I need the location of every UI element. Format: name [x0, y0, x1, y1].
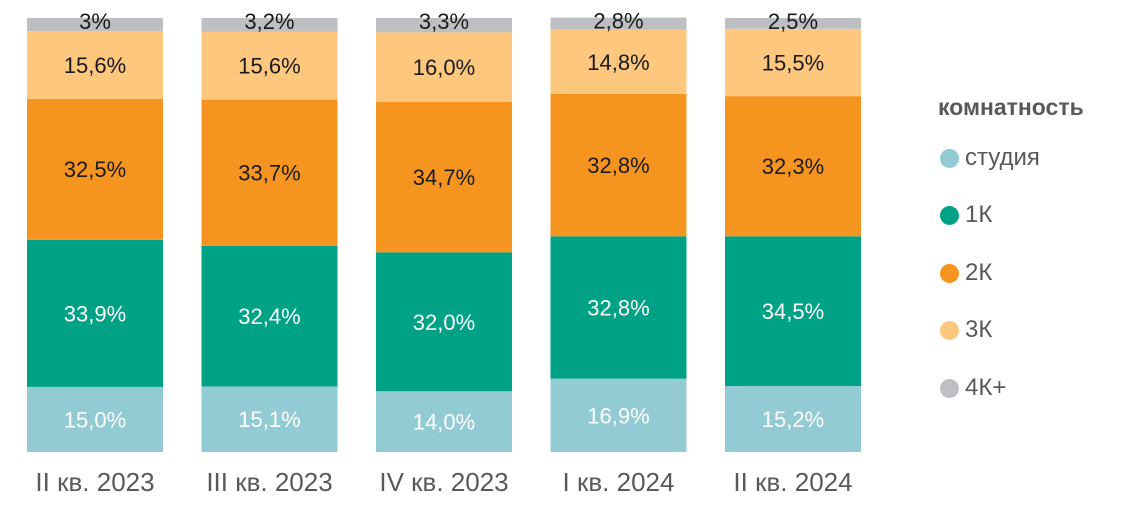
- data-label-1k-4: 32,8%: [587, 295, 649, 320]
- bar-segment-3k-1[interactable]: [27, 31, 163, 99]
- data-label-4k-plus-5: 2,5%: [768, 9, 818, 34]
- bar-segment-3k-3[interactable]: [376, 32, 512, 102]
- bar-segment-1k-3[interactable]: [376, 252, 512, 392]
- x-tick-label-3: IV кв. 2023: [379, 467, 508, 497]
- data-label-4k-plus-1: 3%: [79, 9, 111, 34]
- legend-label-studio: студия: [965, 144, 1040, 171]
- data-label-studio-1: 15,0%: [64, 407, 126, 432]
- data-label-3k-3: 16,0%: [413, 55, 475, 80]
- bar-segment-2k-1[interactable]: [27, 98, 163, 240]
- bar-segment-1k-1[interactable]: [27, 239, 163, 387]
- data-label-1k-5: 34,5%: [762, 299, 824, 324]
- legend-label-2k: 2К: [965, 259, 993, 286]
- bar-segment-3k-4[interactable]: [550, 29, 687, 94]
- bar-segment-studio-1[interactable]: [27, 386, 163, 452]
- data-label-1k-3: 32,0%: [413, 310, 475, 335]
- legend-item-1k[interactable]: 1К: [940, 201, 992, 229]
- legend-marker-2k: [940, 263, 959, 283]
- legend-marker-3k: [940, 320, 959, 340]
- data-label-1k-1: 33,9%: [64, 301, 126, 326]
- x-tick-label-2: III кв. 2023: [206, 467, 332, 497]
- bar-segment-studio-5[interactable]: [725, 386, 861, 452]
- bar-segment-1k-5[interactable]: [725, 236, 861, 387]
- bar-segment-3k-5[interactable]: [725, 28, 861, 97]
- bar-segment-2k-4[interactable]: [550, 93, 687, 237]
- x-tick-label-5: II кв. 2024: [733, 467, 852, 497]
- data-label-3k-1: 15,6%: [64, 53, 126, 78]
- legend-marker-1k: [940, 205, 959, 225]
- legend-label-1k: 1К: [965, 201, 993, 228]
- legend-title: комнатность: [938, 94, 1084, 120]
- bar-segment-4k-plus-3[interactable]: [376, 18, 512, 33]
- legend-item-4k-plus[interactable]: 4К+: [940, 374, 1006, 402]
- data-label-studio-2: 15,1%: [238, 407, 300, 432]
- bar-segment-4k-plus-5[interactable]: [725, 18, 861, 29]
- x-tick-label-4: I кв. 2024: [563, 467, 675, 497]
- bar-segment-2k-5[interactable]: [725, 96, 861, 237]
- data-label-studio-3: 14,0%: [413, 410, 475, 435]
- data-label-4k-plus-3: 3,3%: [419, 9, 469, 34]
- legend-label-4k-plus: 4К+: [965, 374, 1007, 401]
- bar-segment-1k-4[interactable]: [550, 236, 687, 379]
- data-label-2k-2: 33,7%: [238, 161, 300, 186]
- bar-segment-1k-2[interactable]: [201, 245, 338, 387]
- data-label-3k-4: 14,8%: [587, 50, 649, 75]
- bar-segment-studio-2[interactable]: [201, 386, 338, 452]
- data-label-studio-4: 16,9%: [587, 403, 649, 428]
- bar-segment-studio-3[interactable]: [376, 391, 512, 452]
- x-tick-label-1: II кв. 2023: [35, 467, 154, 497]
- data-label-2k-3: 34,7%: [413, 165, 475, 190]
- legend-marker-4k-plus: [940, 378, 959, 398]
- data-label-4k-plus-2: 3,2%: [244, 9, 294, 34]
- data-label-studio-5: 15,2%: [762, 407, 824, 432]
- bar-segment-studio-4[interactable]: [550, 378, 687, 452]
- data-label-2k-4: 32,8%: [587, 153, 649, 178]
- bar-segment-2k-2[interactable]: [201, 99, 338, 246]
- legend-item-2k[interactable]: 2К: [940, 259, 992, 287]
- data-label-4k-plus-4: 2,8%: [593, 9, 643, 34]
- legend-item-studio[interactable]: студия: [940, 144, 1040, 172]
- bar-segment-4k-plus-1[interactable]: [27, 18, 163, 32]
- legend-item-3k[interactable]: 3К: [940, 316, 992, 344]
- bar-segment-2k-3[interactable]: [376, 101, 512, 253]
- legend-label-3k: 3К: [965, 316, 993, 343]
- bar-segment-4k-plus-4[interactable]: [550, 17, 687, 30]
- data-label-2k-1: 32,5%: [64, 157, 126, 182]
- data-label-2k-5: 32,3%: [762, 154, 824, 179]
- legend-marker-studio: [940, 148, 959, 168]
- data-label-3k-5: 15,5%: [762, 50, 824, 75]
- data-label-1k-2: 32,4%: [238, 304, 300, 329]
- data-label-3k-2: 15,6%: [238, 54, 300, 79]
- bar-segment-3k-2[interactable]: [201, 31, 338, 100]
- bar-segment-4k-plus-2[interactable]: [201, 18, 338, 32]
